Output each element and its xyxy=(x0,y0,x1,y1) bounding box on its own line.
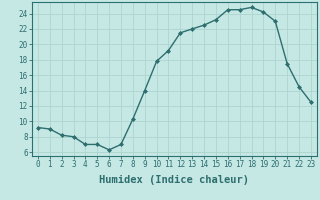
X-axis label: Humidex (Indice chaleur): Humidex (Indice chaleur) xyxy=(100,175,249,185)
